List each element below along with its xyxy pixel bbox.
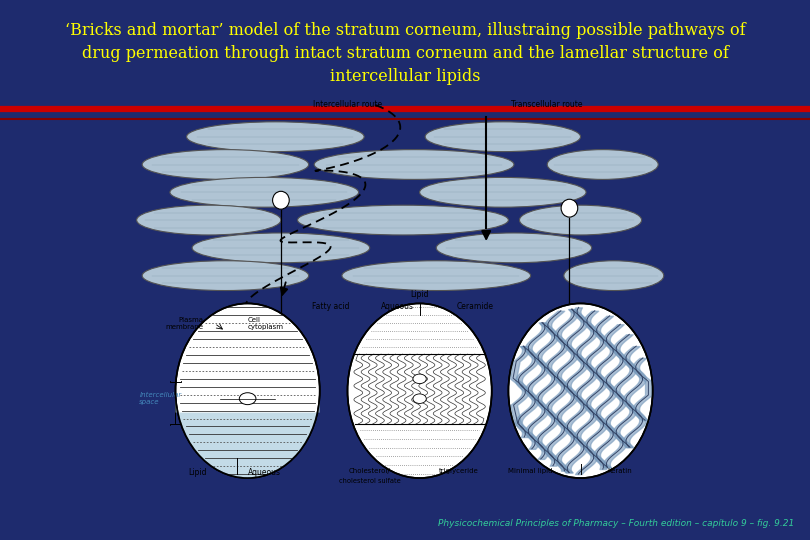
Ellipse shape: [564, 261, 663, 291]
Text: Lipid: Lipid: [411, 291, 428, 300]
Text: cholesterol sulfate: cholesterol sulfate: [339, 478, 401, 484]
Ellipse shape: [192, 233, 369, 263]
Text: Intercellular route: Intercellular route: [313, 100, 382, 109]
Ellipse shape: [437, 233, 591, 263]
Ellipse shape: [347, 303, 492, 478]
Ellipse shape: [176, 303, 320, 478]
Ellipse shape: [548, 150, 659, 179]
Ellipse shape: [519, 205, 642, 235]
Text: Physicochemical Principles of Pharmacy – Fourth edition – capítulo 9 – fig. 9.21: Physicochemical Principles of Pharmacy –…: [437, 519, 794, 528]
Text: Ceramide: Ceramide: [457, 302, 493, 312]
Text: Minimal lipid: Minimal lipid: [509, 468, 553, 474]
Ellipse shape: [297, 205, 509, 235]
Ellipse shape: [314, 150, 514, 179]
Text: Lipid: Lipid: [189, 468, 207, 477]
Text: Keratin: Keratin: [607, 468, 632, 474]
Text: Cell
cytoplasm: Cell cytoplasm: [248, 317, 284, 330]
Text: triglyceride: triglyceride: [438, 468, 479, 474]
Ellipse shape: [186, 122, 364, 152]
Text: Cholesterol/: Cholesterol/: [349, 468, 390, 474]
PathPatch shape: [176, 391, 320, 478]
Ellipse shape: [342, 261, 531, 291]
Ellipse shape: [273, 191, 289, 209]
Text: Aqueous: Aqueous: [381, 302, 414, 312]
Text: ‘Bricks and mortar’ model of the stratum corneum, illustraing possible pathways : ‘Bricks and mortar’ model of the stratum…: [65, 22, 745, 85]
Ellipse shape: [137, 205, 281, 235]
Circle shape: [413, 394, 426, 403]
Text: Aqueous: Aqueous: [248, 468, 281, 477]
Ellipse shape: [425, 122, 581, 152]
Circle shape: [239, 393, 256, 404]
Ellipse shape: [143, 261, 309, 291]
Ellipse shape: [143, 150, 309, 179]
Text: Transcellular route: Transcellular route: [511, 100, 583, 109]
Ellipse shape: [509, 303, 653, 478]
Text: Plasma
membrane: Plasma membrane: [165, 317, 203, 330]
Circle shape: [413, 374, 426, 383]
Text: Intercellular
space: Intercellular space: [139, 392, 181, 405]
Ellipse shape: [170, 178, 359, 207]
Ellipse shape: [561, 199, 578, 217]
Text: Fatty acid: Fatty acid: [312, 302, 350, 312]
Ellipse shape: [420, 178, 586, 207]
